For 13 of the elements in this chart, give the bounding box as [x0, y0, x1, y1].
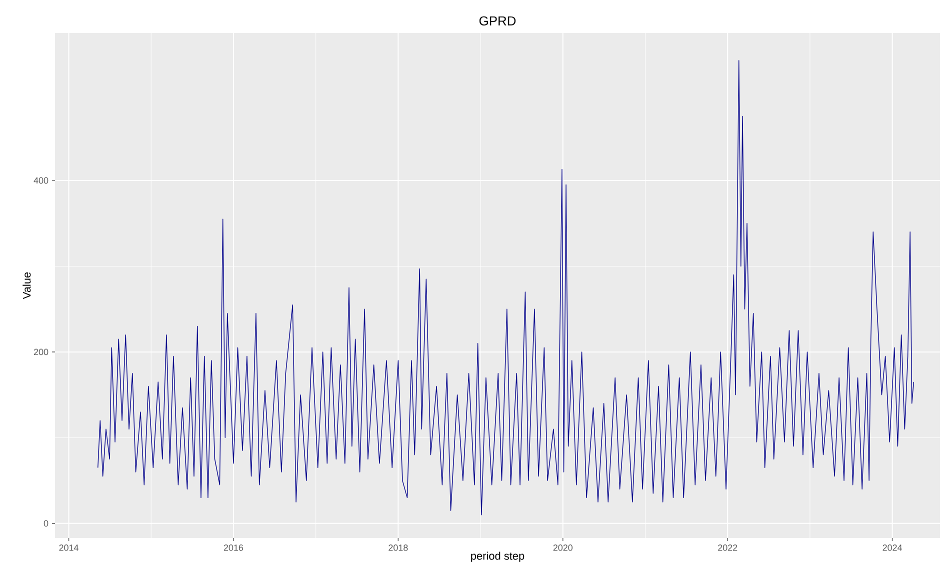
- x-tick-label: 2018: [388, 544, 408, 551]
- y-tick-label: 400: [34, 177, 48, 184]
- chart-title: GPRD: [479, 16, 516, 26]
- y-axis-title: Value: [22, 272, 31, 300]
- x-axis-title: period step: [471, 552, 524, 562]
- x-tick-label: 2020: [553, 544, 573, 551]
- y-tick-label: 0: [44, 520, 48, 527]
- x-tick-label: 2024: [882, 544, 902, 551]
- y-tick-label: 200: [34, 348, 48, 356]
- line-series: [98, 60, 914, 516]
- x-tick-label: 2014: [59, 544, 78, 551]
- x-tick-label: 2022: [718, 544, 738, 551]
- x-tick-label: 2016: [224, 544, 244, 551]
